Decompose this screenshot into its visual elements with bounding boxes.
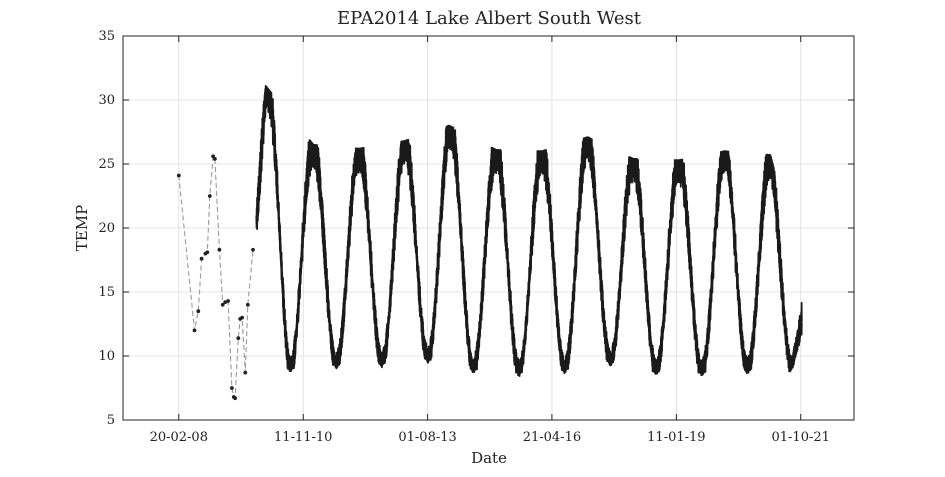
series-early-point bbox=[196, 309, 201, 314]
y-tick-label: 30 bbox=[98, 93, 115, 108]
series-early-point bbox=[240, 315, 245, 320]
chart-title: EPA2014 Lake Albert South West bbox=[337, 8, 642, 29]
series-layer bbox=[176, 85, 803, 401]
series-early-point bbox=[176, 173, 181, 178]
series-early-point bbox=[205, 250, 210, 255]
x-tick-label: 11-11-10 bbox=[274, 430, 332, 445]
series-early-point bbox=[243, 370, 248, 375]
x-tick-label: 20-02-08 bbox=[150, 430, 208, 445]
series-early-point bbox=[199, 256, 204, 261]
x-axis-label: Date bbox=[471, 449, 507, 467]
y-axis-label: TEMP bbox=[73, 205, 91, 251]
series-early-point bbox=[217, 247, 222, 252]
x-tick-label: 01-08-13 bbox=[398, 430, 456, 445]
x-tick-label: 11-01-19 bbox=[647, 430, 705, 445]
series-early-point bbox=[236, 336, 241, 340]
x-tick-label: 01-10-21 bbox=[772, 430, 830, 445]
y-tick-label: 25 bbox=[98, 157, 115, 172]
series-early-point bbox=[207, 194, 212, 198]
series-early-point bbox=[213, 157, 217, 161]
series-early-point bbox=[251, 247, 255, 252]
series-early-point bbox=[220, 302, 225, 307]
y-tick-label: 20 bbox=[98, 221, 115, 236]
y-tick-label: 10 bbox=[98, 349, 115, 364]
y-tick-label: 35 bbox=[98, 29, 115, 44]
tick-layer: 5 10 15 20 25 30 35 20-02-08 11-11-10 01-08-13 21-… bbox=[98, 29, 854, 445]
series-early-point bbox=[233, 396, 238, 401]
y-tick-label: 15 bbox=[98, 285, 115, 300]
series-early-point bbox=[230, 386, 234, 390]
series-logger-lower bbox=[255, 91, 803, 374]
series-early-point bbox=[245, 302, 250, 307]
series-early-point bbox=[226, 299, 231, 303]
series-early-point bbox=[223, 300, 228, 305]
x-tick-label: 21-04-16 bbox=[523, 430, 581, 445]
series-early-point bbox=[192, 328, 197, 333]
y-tick-label: 5 bbox=[107, 413, 115, 428]
